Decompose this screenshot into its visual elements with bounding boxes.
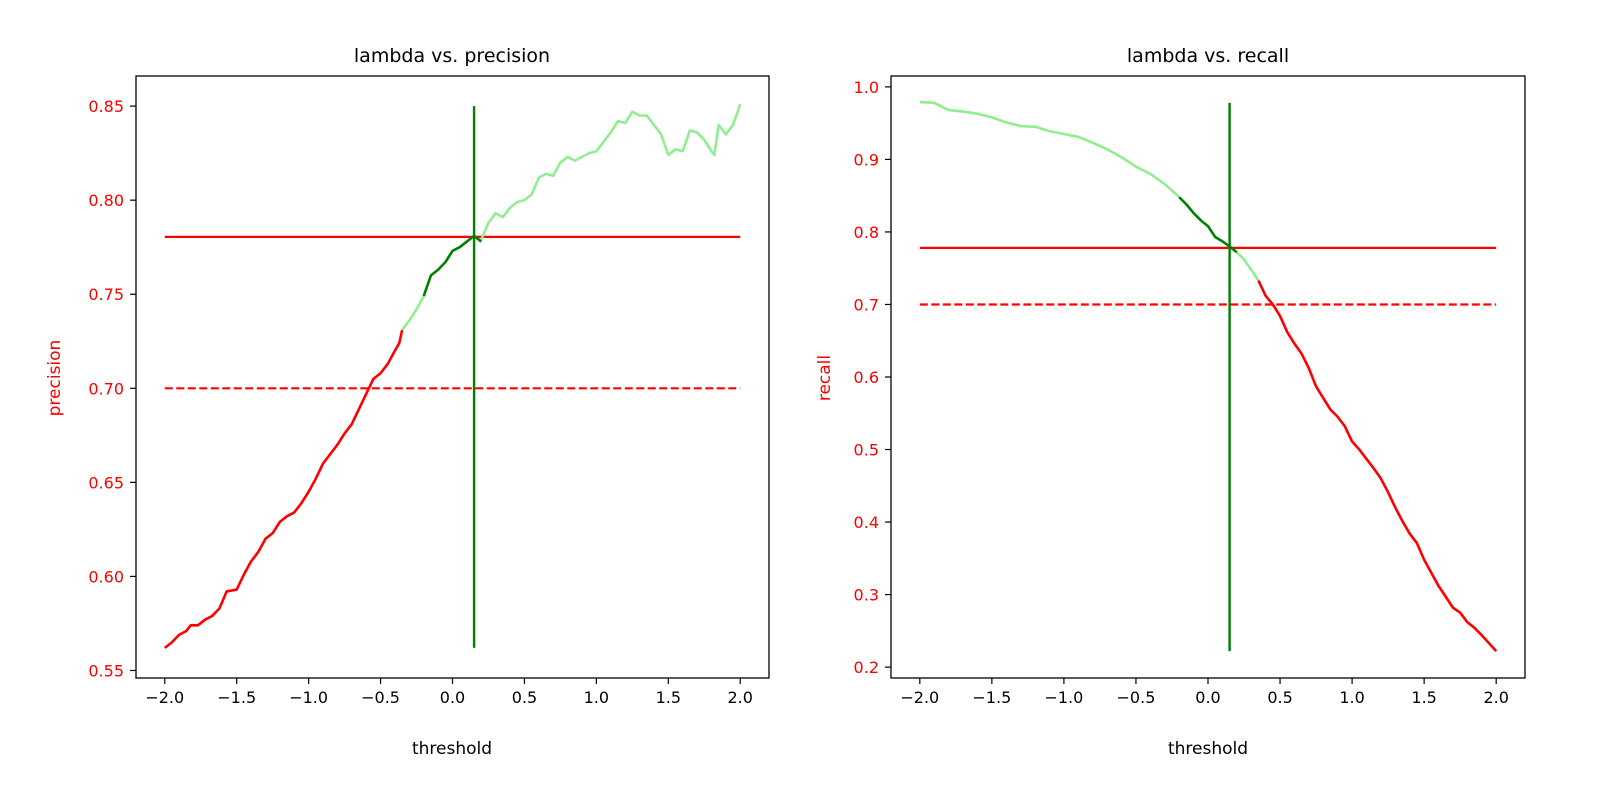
x-tick-label: −0.5 [1117, 688, 1156, 707]
y-tick-label: 0.55 [88, 661, 124, 680]
x-tick-label: 2.0 [728, 688, 753, 707]
chart-title: lambda vs. recall [1127, 45, 1289, 67]
y-tick-label: 0.75 [88, 285, 124, 304]
y-tick-label: 0.5 [854, 441, 879, 460]
x-tick-label: 1.0 [584, 688, 609, 707]
x-tick-label: −0.5 [361, 688, 400, 707]
series-line-3 [480, 103, 742, 241]
x-tick-label: 0.5 [512, 688, 537, 707]
series-line-2 [422, 234, 483, 297]
x-tick-label: 1.0 [1339, 688, 1364, 707]
series-line-0 [163, 329, 404, 649]
x-tick-label: 2.0 [1483, 688, 1508, 707]
x-tick-label: 0.5 [1267, 688, 1292, 707]
series-line-1 [1178, 196, 1238, 254]
x-axis-label: threshold [412, 739, 492, 759]
y-tick-label: 0.7 [854, 295, 879, 314]
x-tick-label: −1.5 [217, 688, 256, 707]
x-tick-label: −1.0 [289, 688, 328, 707]
x-tick-label: −2.0 [900, 688, 939, 707]
x-tick-label: 1.5 [1411, 688, 1436, 707]
recall-chart: lambda vs. recall threshold recall −2.0 −… [815, 45, 1526, 759]
y-tick-label: 0.3 [854, 586, 879, 605]
series-line-0 [919, 100, 1181, 199]
x-tick-label: 1.5 [656, 688, 681, 707]
chart-title: lambda vs. precision [354, 45, 550, 67]
series-line-1 [401, 295, 425, 331]
y-tick-label: 0.80 [88, 191, 124, 210]
y-tick-label: 0.8 [854, 223, 879, 242]
y-tick-label: 0.4 [854, 513, 879, 532]
x-tick-label: −1.5 [972, 688, 1011, 707]
x-tick-label: −2.0 [145, 688, 184, 707]
y-tick-label: 0.85 [88, 97, 124, 116]
x-axis-label: threshold [1168, 739, 1248, 759]
plot-frame [890, 75, 1526, 679]
precision-chart: lambda vs. precision threshold precision… [45, 45, 770, 759]
x-tick-label: 0.0 [1195, 688, 1220, 707]
series-line-2 [1235, 251, 1260, 282]
y-axis-label: precision [45, 340, 65, 417]
y-tick-label: 1.0 [854, 78, 879, 97]
y-tick-label: 0.60 [88, 567, 124, 586]
series-line-3 [1257, 279, 1498, 653]
y-tick-label: 0.9 [854, 150, 879, 169]
y-tick-label: 0.70 [88, 379, 124, 398]
plot-frame [135, 75, 770, 679]
y-tick-label: 0.65 [88, 473, 124, 492]
y-tick-label: 0.6 [854, 368, 879, 387]
y-axis-label: recall [815, 355, 835, 401]
x-tick-label: 0.0 [440, 688, 465, 707]
x-tick-label: −1.0 [1044, 688, 1083, 707]
y-tick-label: 0.2 [854, 658, 879, 677]
